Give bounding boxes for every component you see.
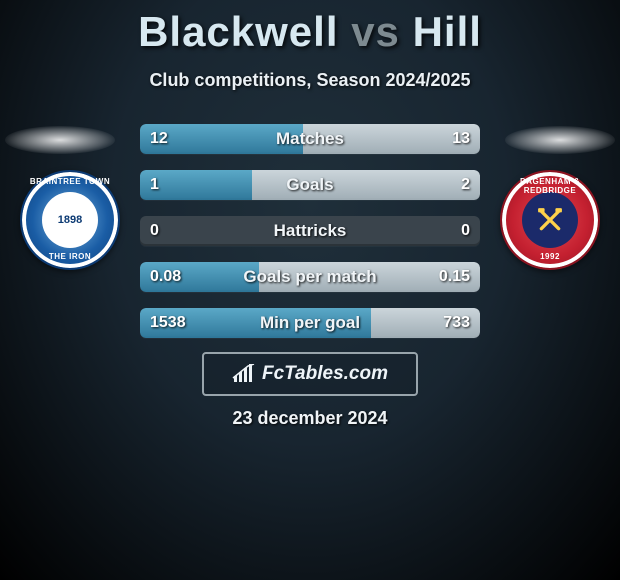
stat-label: Goals bbox=[286, 175, 333, 195]
stat-row-goals: 1 Goals 2 bbox=[140, 170, 480, 200]
crossed-hammers-icon bbox=[537, 207, 563, 233]
stat-value-a: 12 bbox=[140, 124, 178, 154]
brand-box[interactable]: FcTables.com bbox=[202, 352, 418, 396]
stat-value-b: 0 bbox=[451, 216, 480, 246]
team-a-ring-bottom: THE IRON bbox=[49, 253, 91, 262]
player-a-name: Blackwell bbox=[138, 8, 338, 55]
stat-label: Goals per match bbox=[243, 267, 376, 287]
footer-date: 23 december 2024 bbox=[0, 408, 620, 429]
player-b-name: Hill bbox=[413, 8, 482, 55]
stat-value-b: 733 bbox=[433, 308, 480, 338]
team-a-badge-inner: 1898 bbox=[42, 192, 98, 248]
halo-right bbox=[505, 126, 615, 154]
stat-value-a: 1 bbox=[140, 170, 169, 200]
stat-label: Matches bbox=[276, 129, 344, 149]
subtitle: Club competitions, Season 2024/2025 bbox=[0, 70, 620, 91]
team-b-badge-inner bbox=[522, 192, 578, 248]
stat-row-hattricks: 0 Hattricks 0 bbox=[140, 216, 480, 246]
team-a-badge: BRAINTREE TOWN 1898 THE IRON bbox=[20, 170, 120, 270]
vs-separator: vs bbox=[351, 8, 400, 55]
team-b-badge: DAGENHAM & REDBRIDGE 1992 bbox=[500, 170, 600, 270]
stat-label: Hattricks bbox=[274, 221, 347, 241]
stat-value-a: 0 bbox=[140, 216, 169, 246]
brand-text: FcTables.com bbox=[262, 363, 388, 385]
team-a-year: 1898 bbox=[58, 214, 82, 226]
stat-label: Min per goal bbox=[260, 313, 360, 333]
stat-value-a: 1538 bbox=[140, 308, 196, 338]
stat-row-goals-per-match: 0.08 Goals per match 0.15 bbox=[140, 262, 480, 292]
comparison-title: Blackwell vs Hill bbox=[0, 0, 620, 56]
stats-container: 12 Matches 13 1 Goals 2 0 Hattricks 0 0.… bbox=[140, 124, 480, 354]
team-a-ring-top: BRAINTREE TOWN bbox=[30, 178, 110, 187]
stat-value-b: 0.15 bbox=[429, 262, 480, 292]
stat-value-b: 2 bbox=[451, 170, 480, 200]
bar-chart-icon bbox=[232, 364, 256, 384]
stat-value-a: 0.08 bbox=[140, 262, 191, 292]
stat-row-matches: 12 Matches 13 bbox=[140, 124, 480, 154]
stat-value-b: 13 bbox=[442, 124, 480, 154]
team-b-year: 1992 bbox=[540, 253, 560, 262]
stat-row-min-per-goal: 1538 Min per goal 733 bbox=[140, 308, 480, 338]
halo-left bbox=[5, 126, 115, 154]
team-b-ring-top: DAGENHAM & REDBRIDGE bbox=[502, 178, 598, 196]
